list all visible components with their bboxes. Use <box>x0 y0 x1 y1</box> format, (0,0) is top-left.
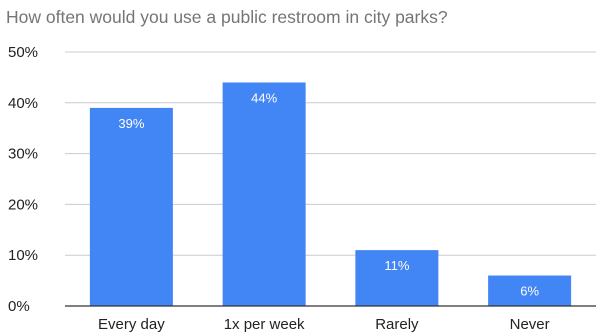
y-tick-label: 20% <box>8 196 38 213</box>
bar <box>355 250 439 306</box>
y-tick-label: 50% <box>8 44 38 61</box>
data-label: 6% <box>520 284 539 299</box>
y-tick-label: 0% <box>8 298 30 315</box>
y-tick-label: 40% <box>8 95 38 112</box>
bar <box>488 275 572 306</box>
x-tick-label: Rarely <box>375 316 419 333</box>
x-tick-label: Never <box>510 316 550 333</box>
x-tick-label: Every day <box>98 316 165 333</box>
y-tick-label: 30% <box>8 146 38 163</box>
data-label: 39% <box>118 116 144 131</box>
bar <box>89 107 173 306</box>
x-tick-label: 1x per week <box>224 316 305 333</box>
data-label: 44% <box>251 90 277 105</box>
chart-title: How often would you use a public restroo… <box>6 7 448 27</box>
bar <box>222 82 306 306</box>
y-tick-label: 10% <box>8 247 38 264</box>
data-label: 11% <box>384 258 409 273</box>
